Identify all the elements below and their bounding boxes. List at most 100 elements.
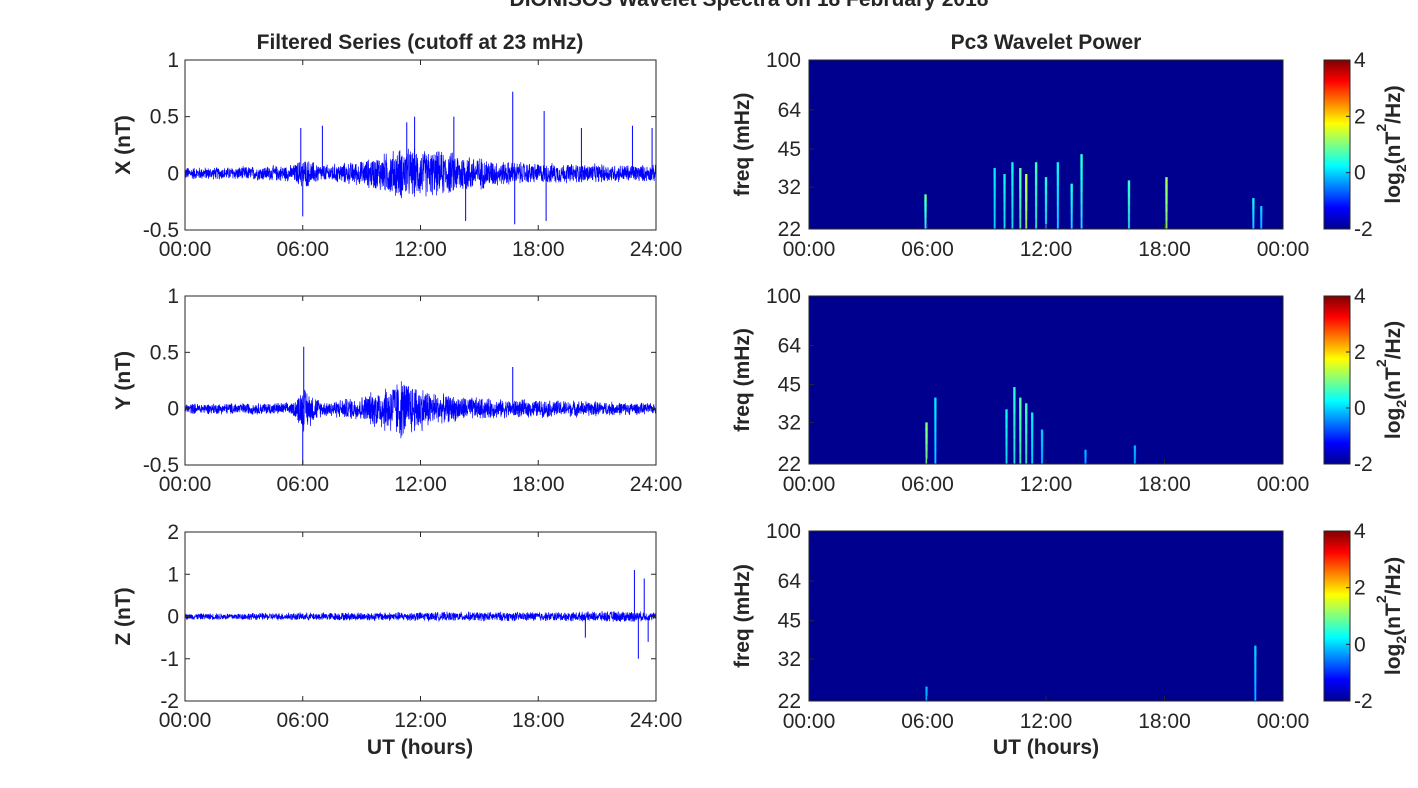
x-tick-label: 18:00 [512,473,565,496]
power-burst [934,397,937,464]
colorbar-tick-label: 0 [1354,397,1366,420]
colorbar-tick-label: -2 [1354,453,1373,476]
power-burst [1013,387,1016,464]
y-tick-label: 1 [167,49,179,72]
power-burst [925,686,928,701]
y-tick-label: 0 [167,162,179,185]
colorbar-tick-label: 0 [1354,633,1366,656]
x-tick-label: 00:00 [159,238,212,261]
x-tick-label: 12:00 [1020,238,1073,261]
x-tick-label: 00:00 [783,710,836,733]
series-trace [184,381,657,439]
y-tick-label: 0 [167,606,179,629]
colorbar [1323,59,1351,230]
power-burst [925,422,928,464]
power-burst [1041,429,1043,464]
y-tick-label: -0.5 [143,454,179,477]
y-axis-label: freq (mHz) [731,93,754,197]
y-tick-label: 45 [778,138,801,161]
y-tick-label: 64 [778,99,802,122]
colorbar-tick-label: -2 [1354,218,1373,241]
y-tick-label: 0.5 [150,106,179,129]
y-tick-label: 1 [167,285,179,308]
power-burst [1011,162,1014,229]
y-tick-label: 100 [766,49,801,72]
y-tick-label: 32 [778,648,801,671]
x-tick-label: 00:00 [1257,473,1310,496]
axes-frame [184,59,657,231]
x-tick-label: 00:00 [1257,238,1310,261]
x-tick-label: 00:00 [159,709,212,732]
colorbar [1323,295,1351,465]
right-x-axis-label: UT (hours) [993,736,1099,759]
colorbar-tick-label: 0 [1354,162,1366,185]
power-burst [924,194,927,229]
series-panel-x: 1 0.5 0 -0.500:00 06:00 12:00 18:00 24:00 X (nT) [112,49,682,261]
power-burst [1035,162,1037,229]
x-tick-label: 06:00 [276,238,329,261]
x-tick-label: 18:00 [1138,238,1191,261]
y-axis-label: X (nT) [112,115,135,174]
y-tick-label: 22 [778,690,801,713]
x-tick-label: 24:00 [630,473,683,496]
y-tick-label: 45 [778,374,801,397]
y-tick-label: -0.5 [143,219,179,242]
power-burst [1031,412,1033,464]
power-burst [1128,180,1130,229]
y-tick-label: -2 [160,690,179,713]
y-tick-label: 0.5 [150,341,179,364]
x-tick-label: 06:00 [901,710,954,733]
power-burst [1134,445,1136,464]
series-trace [184,148,657,199]
y-tick-label: -1 [160,648,179,671]
power-burst [1070,183,1073,229]
colorbar-tick-label: 2 [1354,577,1366,600]
x-tick-label: 18:00 [512,709,565,732]
left-x-axis-label: UT (hours) [367,736,473,759]
power-burst [993,167,996,229]
axes-frame [184,295,657,466]
x-tick-label: 06:00 [276,473,329,496]
x-tick-label: 18:00 [512,238,565,261]
x-tick-label: 00:00 [783,473,836,496]
x-tick-label: 12:00 [394,238,447,261]
power-burst [1003,174,1006,229]
x-tick-label: 00:00 [783,238,836,261]
colorbar [1323,530,1351,702]
x-tick-label: 06:00 [276,709,329,732]
power-burst [1025,174,1028,229]
power-background [809,531,1283,701]
x-tick-label: 12:00 [1020,710,1073,733]
x-tick-label: 12:00 [394,709,447,732]
y-tick-label: 22 [778,453,801,476]
colorbar-label: log2(nT2/Hz) [1373,321,1409,439]
x-tick-label: 18:00 [1138,710,1191,733]
series-panel-y: 1 0.5 0 -0.500:00 06:00 12:00 18:00 24:00 Y (nT) [112,285,682,496]
colorbar-tick-label: 4 [1354,49,1366,72]
x-tick-label: 00:00 [159,473,212,496]
colorbar-tick-label: 2 [1354,105,1366,128]
x-tick-label: 00:00 [1257,710,1310,733]
y-tick-label: 2 [167,521,179,544]
power-background [809,296,1283,464]
x-tick-label: 18:00 [1138,473,1191,496]
y-axis-label: Z (nT) [112,587,135,645]
y-tick-label: 100 [766,285,801,308]
power-burst [1252,198,1255,229]
x-tick-label: 06:00 [901,473,954,496]
left-column-title: Filtered Series (cutoff at 23 mHz) [257,31,584,54]
power-burst [1019,397,1022,464]
power-burst [1254,645,1257,701]
y-axis-label: Y (nT) [112,351,135,410]
colorbar-tick-label: 4 [1354,285,1366,308]
colorbar-tick-label: 4 [1354,520,1366,543]
power-burst [1260,206,1263,229]
colorbar-tick-label: -2 [1354,690,1373,713]
power-burst [1165,177,1168,229]
power-burst [1045,177,1047,229]
x-tick-label: 06:00 [901,238,954,261]
power-burst [1080,154,1083,229]
